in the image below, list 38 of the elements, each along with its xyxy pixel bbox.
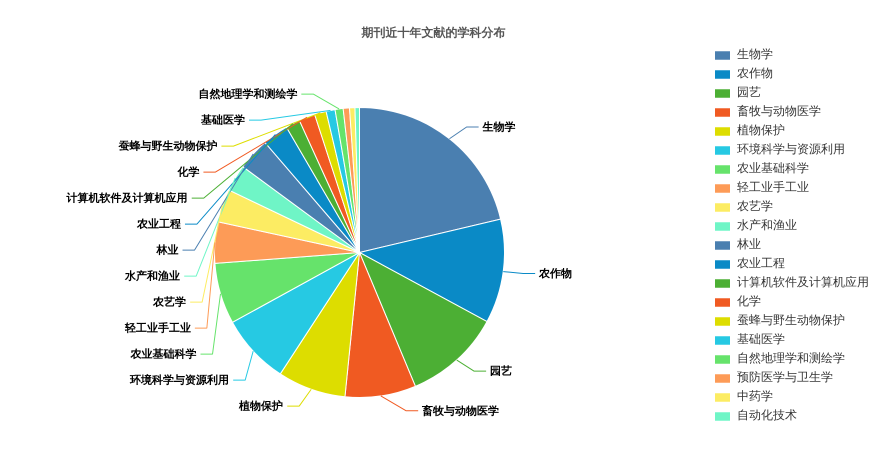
legend-label: 预防医学与卫生学 [737, 369, 833, 386]
slice-label: 生物学 [482, 120, 516, 134]
legend-label: 基础医学 [737, 331, 785, 348]
legend-label: 水产和渔业 [737, 217, 797, 234]
slice-label: 畜牧与动物医学 [421, 404, 500, 418]
slice-label: 轻工业手工业 [124, 322, 191, 335]
legend-label: 植物保护 [737, 122, 785, 139]
slice-label: 蚕蜂与野生动物保护 [117, 140, 218, 153]
slice-label: 基础医学 [200, 114, 246, 127]
slice-label: 林业 [156, 244, 179, 257]
legend-label: 计算机软件及计算机应用 [737, 274, 869, 291]
slice-label: 农业工程 [136, 218, 181, 231]
chart-title: 期刊近十年文献的学科分布 [360, 26, 506, 40]
slice-label: 自然地理学和测绘学 [198, 88, 298, 101]
legend-label: 农艺学 [737, 198, 773, 215]
legend-label: 自动化技术 [737, 407, 797, 424]
legend-label: 园艺 [737, 84, 761, 101]
legend-label: 农业工程 [737, 255, 785, 272]
legend-label: 农业基础科学 [737, 160, 809, 177]
slice-label: 环境科学与资源利用 [129, 374, 230, 387]
legend-label: 中药学 [737, 388, 773, 405]
legend-label: 蚕蜂与野生动物保护 [737, 312, 845, 329]
legend-label: 环境科学与资源利用 [737, 141, 845, 158]
slice-label: 植物保护 [238, 400, 284, 413]
slice-label: 计算机软件及计算机应用 [66, 192, 188, 205]
legend-label: 林业 [737, 236, 761, 253]
slice-label: 农业基础科学 [130, 348, 197, 361]
slice-label: 园艺 [490, 364, 512, 378]
legend-label: 生物学 [737, 46, 773, 63]
slice-label: 化学 [176, 166, 200, 179]
slice-label: 水产和渔业 [124, 270, 180, 283]
legend-label: 化学 [737, 293, 761, 310]
legend-label: 轻工业手工业 [737, 179, 809, 196]
legend-label: 农作物 [737, 65, 773, 82]
slice-label: 农作物 [538, 267, 572, 280]
legend-label: 自然地理学和测绘学 [737, 350, 845, 367]
legend-label: 畜牧与动物医学 [737, 103, 821, 120]
slice-label: 农艺学 [152, 296, 186, 309]
